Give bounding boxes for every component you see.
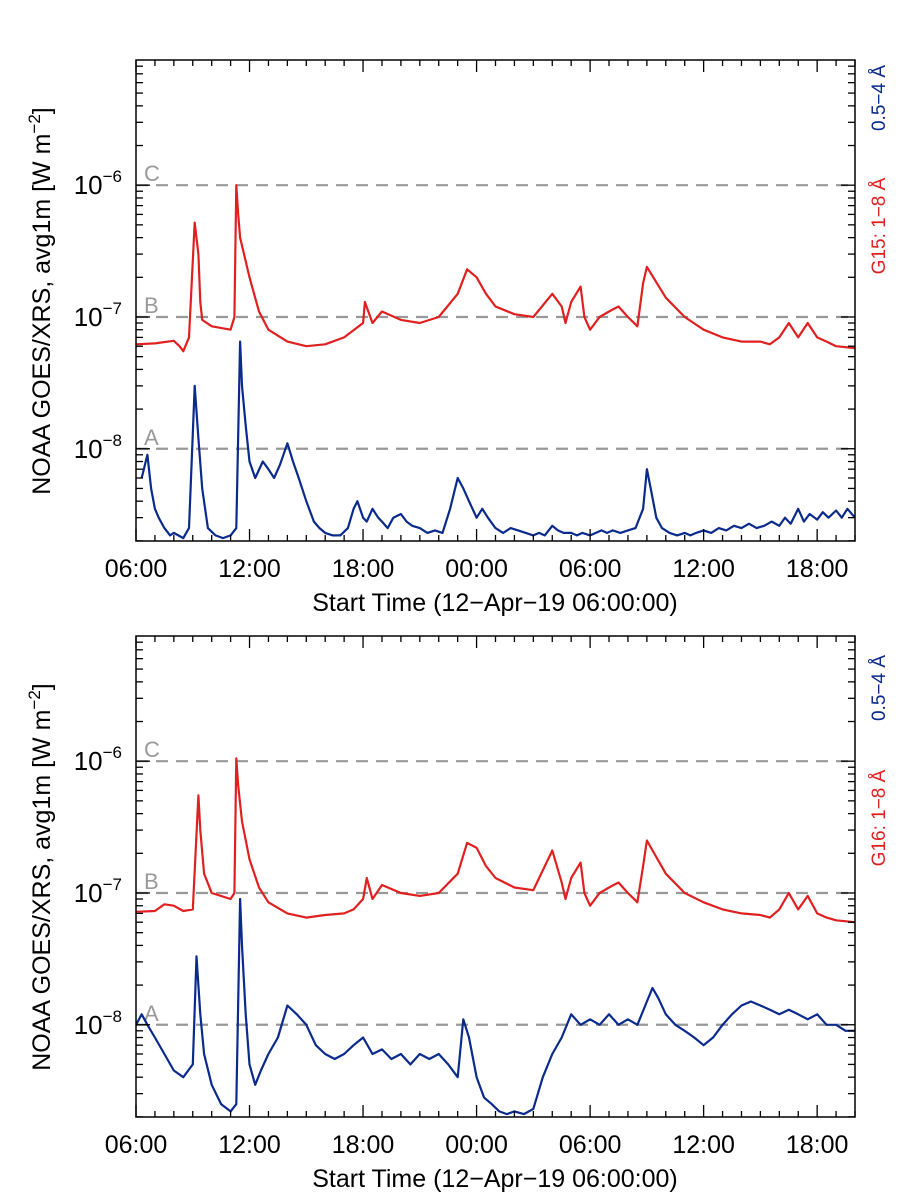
top-series-group: [136, 184, 855, 540]
top-plot-frame: [135, 59, 856, 542]
top-x-tick-label: 12:00: [672, 555, 735, 583]
top-x-axis-label: Start Time (12−Apr−19 06:00:00): [312, 589, 678, 617]
bottom-y-axis-label-close: ]: [28, 683, 56, 690]
top-panel: ABC 10−810−710−6 06:00 12:00 18:00 00:00 06:…: [25, 59, 890, 617]
top-level-label-b: B: [144, 293, 159, 318]
bottom-level-label-c: C: [144, 737, 160, 762]
bottom-legend-short-band: 0.5−4 Å: [869, 655, 890, 721]
bottom-x-tick-label: 06:00: [105, 1131, 168, 1159]
top-y-tick-label: 10−6: [74, 167, 122, 200]
bottom-y-axis-tick-labels: 10−8 10−7 10−6: [74, 743, 122, 1040]
top-legend-short-band: 0.5−4 Å: [869, 65, 890, 131]
bottom-x-tick-label: 12:00: [672, 1131, 735, 1159]
top-y-tick-label: 10−7: [74, 299, 122, 332]
top-x-tick-label: 06:00: [105, 555, 168, 583]
bottom-legend-long-band: G16: 1−8 Å: [869, 769, 890, 866]
bottom-level-label-b: B: [144, 869, 159, 894]
top-level-label-a: A: [144, 425, 159, 450]
top-y-axis-label-exp: −2: [25, 114, 44, 133]
bottom-plot-frame: [135, 635, 856, 1118]
top-legend-long-band: G15: 1−8 Å: [869, 177, 890, 274]
top-x-tick-label: 12:00: [218, 555, 281, 583]
bottom-level-label-a: A: [144, 1001, 159, 1026]
top-panel-plot-group: A B C: [135, 60, 856, 542]
bottom-x-tick-label: 18:00: [332, 1131, 395, 1159]
bottom-x-tick-label: 18:00: [786, 1131, 849, 1159]
top-x-tick-label: 00:00: [445, 555, 508, 583]
bottom-y-tick-label: 10−8: [74, 1007, 122, 1040]
top-x-tick-label: 18:00: [786, 555, 849, 583]
bottom-series-line-short-band: [136, 897, 855, 1116]
bottom-series-line-long-band: [136, 757, 855, 924]
bottom-x-tick-label: 06:00: [559, 1131, 622, 1159]
top-x-axis-tick-labels: 06:00 12:00 18:00 00:00 06:00 12:00 18:00: [105, 555, 849, 583]
top-series-line-long-band: [136, 184, 855, 353]
top-level-label-c: C: [144, 161, 160, 186]
bottom-series-group: [136, 757, 855, 1116]
top-y-axis-label-close: ]: [28, 107, 56, 114]
top-y-axis-label: NOAA GOES/XRS, avg1m [W m−2]: [25, 107, 56, 495]
top-x-tick-label: 18:00: [332, 555, 395, 583]
bottom-panel: ABC 10−810−710−6 06:00 12:00 18:00 00:00 06:…: [25, 635, 890, 1193]
bottom-x-axis-label: Start Time (12−Apr−19 06:00:00): [312, 1165, 678, 1193]
bottom-y-tick-label: 10−6: [74, 743, 122, 776]
bottom-y-axis-label: NOAA GOES/XRS, avg1m [W m−2]: [25, 683, 56, 1071]
top-x-tick-label: 06:00: [559, 555, 622, 583]
top-y-axis-tick-labels: 10−8 10−7 10−6: [74, 167, 122, 464]
bottom-panel-plot-group: A B C: [135, 636, 856, 1118]
bottom-y-tick-label: 10−7: [74, 875, 122, 908]
bottom-x-tick-label: 12:00: [218, 1131, 281, 1159]
top-series-line-short-band: [140, 340, 855, 540]
top-y-tick-label: 10−8: [74, 431, 122, 464]
top-y-axis-label-main: NOAA GOES/XRS, avg1m [W m: [28, 134, 56, 495]
bottom-y-axis-label-exp: −2: [25, 690, 44, 709]
bottom-y-axis-label-main: NOAA GOES/XRS, avg1m [W m: [28, 710, 56, 1071]
bottom-x-tick-label: 00:00: [445, 1131, 508, 1159]
bottom-x-axis-tick-labels: 06:00 12:00 18:00 00:00 06:00 12:00 18:00: [105, 1131, 849, 1159]
